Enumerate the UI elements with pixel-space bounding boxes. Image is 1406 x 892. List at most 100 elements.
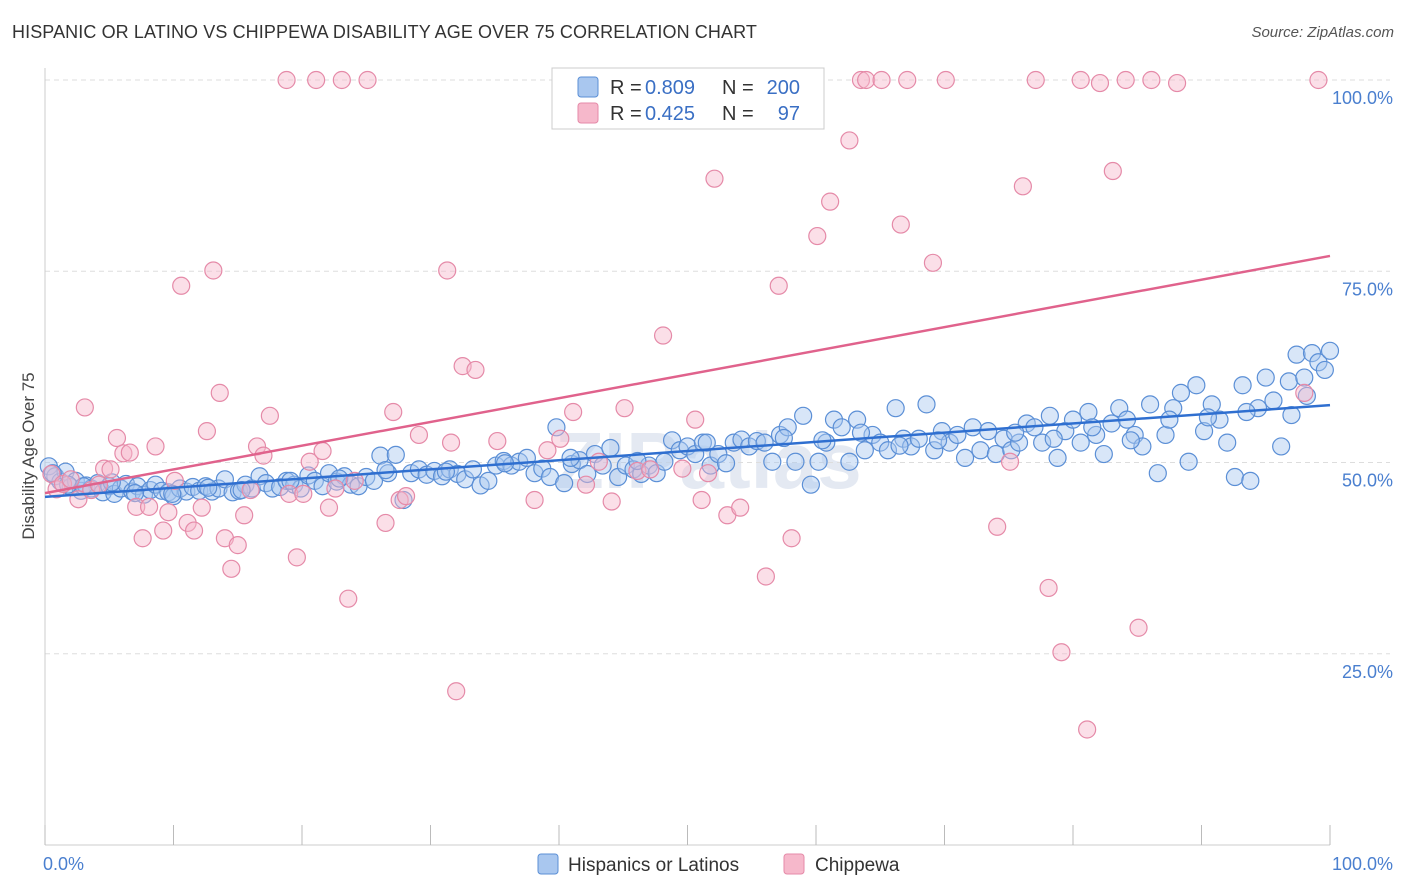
point-0-201	[1297, 386, 1316, 406]
point-1-9	[101, 460, 120, 479]
legend-r-label-chippewa: R =	[610, 103, 642, 125]
point-1-97	[1078, 720, 1097, 739]
point-0-176	[1320, 341, 1340, 360]
point-0-75	[547, 418, 566, 437]
point-1-35	[277, 70, 296, 90]
trend-line-0	[44, 403, 1331, 499]
point-0-138	[1033, 433, 1052, 452]
point-1-42	[319, 498, 339, 517]
point-0-76	[555, 474, 574, 493]
point-1-69	[653, 326, 673, 345]
trend-line-1	[44, 254, 1331, 495]
point-0-186	[330, 469, 349, 488]
point-1-33	[254, 446, 273, 465]
point-0-109	[809, 452, 828, 471]
y-tick-label-3: 100.0%	[1332, 88, 1393, 108]
point-0-130	[971, 441, 990, 460]
point-1-38	[294, 484, 313, 503]
point-0-166	[1248, 399, 1268, 418]
point-0-168	[1264, 391, 1283, 410]
point-1-102	[1142, 70, 1161, 90]
point-0-158	[1187, 376, 1206, 395]
legend-n-chippewa: 97	[778, 103, 800, 125]
point-1-99	[1103, 161, 1122, 181]
point-0-147	[1102, 414, 1121, 433]
point-0-203	[1121, 431, 1140, 450]
point-1-86	[891, 215, 910, 234]
point-0-20	[152, 481, 172, 500]
point-1-51	[396, 487, 416, 506]
point-0-135	[1009, 433, 1029, 452]
point-1-53	[438, 261, 457, 280]
point-1-34	[260, 406, 279, 425]
point-0-112	[832, 418, 851, 437]
point-1-28	[222, 559, 241, 578]
point-1-37	[287, 548, 306, 567]
point-1-43	[326, 479, 345, 498]
point-1-98	[1090, 73, 1110, 93]
point-0-152	[1140, 395, 1160, 414]
point-1-84	[857, 70, 876, 90]
point-0-164	[1233, 376, 1252, 395]
point-1-17	[154, 521, 173, 540]
point-1-96	[1071, 70, 1090, 90]
point-1-101	[1129, 618, 1148, 637]
point-0-118	[878, 441, 898, 460]
point-1-90	[988, 517, 1007, 536]
point-0-204	[1198, 408, 1218, 427]
point-0-82	[601, 438, 620, 458]
point-1-80	[808, 226, 827, 246]
point-0-90	[662, 431, 682, 450]
point-1-25	[204, 261, 223, 280]
y-tick-label-0: 25.0%	[1342, 662, 1393, 682]
legend-r-label-hispanic: R =	[610, 77, 642, 99]
point-0-151	[1133, 437, 1152, 456]
point-0-187	[376, 461, 395, 480]
point-0-188	[436, 462, 456, 481]
point-1-87	[898, 70, 917, 90]
series-1	[42, 70, 1328, 739]
point-1-41	[313, 441, 332, 461]
point-1-23	[192, 498, 211, 517]
point-1-20	[172, 276, 191, 295]
point-0-167	[1256, 368, 1275, 387]
point-1-36	[280, 484, 299, 503]
point-1-91	[1000, 452, 1020, 471]
point-0-206	[890, 436, 909, 455]
point-1-74	[705, 169, 724, 188]
y-tick-label-2: 75.0%	[1342, 279, 1393, 299]
point-0-173	[1302, 344, 1322, 363]
point-0-170	[1279, 372, 1298, 391]
y-tick-labels: 25.0% 50.0% 75.0% 100.0%	[1332, 88, 1393, 682]
point-1-5	[75, 398, 94, 417]
x-tick-labels: 0.0% 100.0%	[43, 854, 1393, 874]
point-1-48	[376, 513, 395, 533]
point-1-100	[1116, 70, 1135, 90]
point-0-198	[1160, 410, 1179, 429]
point-1-103	[1167, 73, 1187, 93]
point-1-65	[602, 492, 621, 511]
point-0-108	[801, 475, 820, 494]
point-1-39	[300, 452, 319, 471]
point-0-106	[786, 452, 805, 471]
point-1-82	[840, 131, 859, 150]
point-0-192	[697, 433, 716, 452]
point-1-57	[466, 360, 485, 380]
point-0-191	[628, 451, 647, 471]
point-1-94	[1039, 578, 1058, 598]
point-1-16	[146, 437, 165, 456]
point-0-132	[986, 444, 1006, 464]
point-0-102	[755, 433, 774, 452]
trend-lines	[44, 254, 1331, 499]
point-0-165	[1241, 471, 1260, 490]
point-1-70	[673, 459, 692, 478]
point-0-66	[479, 471, 498, 490]
point-1-54	[441, 433, 461, 452]
point-0-105	[778, 418, 797, 437]
point-0-146	[1094, 444, 1113, 464]
point-1-71	[686, 410, 705, 429]
point-0-171	[1287, 345, 1306, 364]
legend-r-chippewa: 0.425	[645, 103, 695, 125]
point-1-59	[525, 490, 544, 510]
